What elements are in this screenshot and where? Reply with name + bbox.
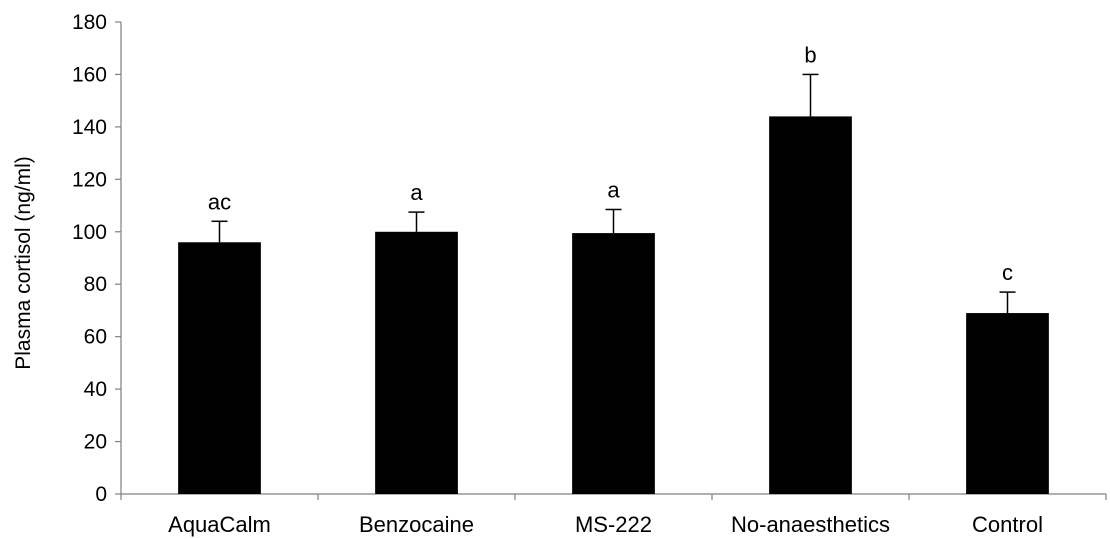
x-tick-label: Control — [972, 512, 1043, 537]
y-tick-label: 20 — [84, 431, 107, 454]
y-tick-label: 180 — [72, 11, 107, 34]
significance-letters: ac a a b c — [208, 42, 1013, 285]
y-tick-label: 40 — [84, 378, 107, 401]
y-tick-label: 0 — [95, 483, 107, 506]
y-axis-title: Plasma cortisol (ng/ml) — [12, 156, 35, 370]
y-tick-label: 140 — [72, 116, 107, 139]
x-tick-label: MS-222 — [575, 512, 652, 537]
significance-letter: a — [607, 177, 620, 202]
bar-no-anaesthetics — [769, 116, 852, 495]
y-tick-label: 160 — [72, 63, 107, 86]
bar-ms-222 — [572, 233, 655, 495]
significance-letter: b — [804, 42, 816, 67]
x-axis: AquaCalm Benzocaine MS-222 No-anaesthetics C… — [120, 493, 1107, 537]
bars — [178, 116, 1049, 495]
y-tick-label: 100 — [72, 221, 107, 244]
y-tick-label: 120 — [72, 168, 107, 191]
error-bars — [211, 73, 1016, 314]
significance-letter: a — [410, 180, 423, 205]
x-tick-label: Benzocaine — [359, 512, 474, 537]
significance-letter: c — [1002, 260, 1013, 285]
x-tick-label: AquaCalm — [168, 512, 271, 537]
bar-benzocaine — [375, 231, 458, 494]
x-tick-label: No-anaesthetics — [731, 512, 890, 537]
significance-letter: ac — [208, 189, 231, 214]
y-tick-label: 80 — [84, 273, 107, 296]
y-axis: 0 20 40 60 80 100 120 140 160 180 — [72, 11, 122, 506]
bar-control — [966, 313, 1049, 494]
bar-aquacalm — [178, 242, 261, 494]
y-tick-label: 60 — [84, 326, 107, 349]
